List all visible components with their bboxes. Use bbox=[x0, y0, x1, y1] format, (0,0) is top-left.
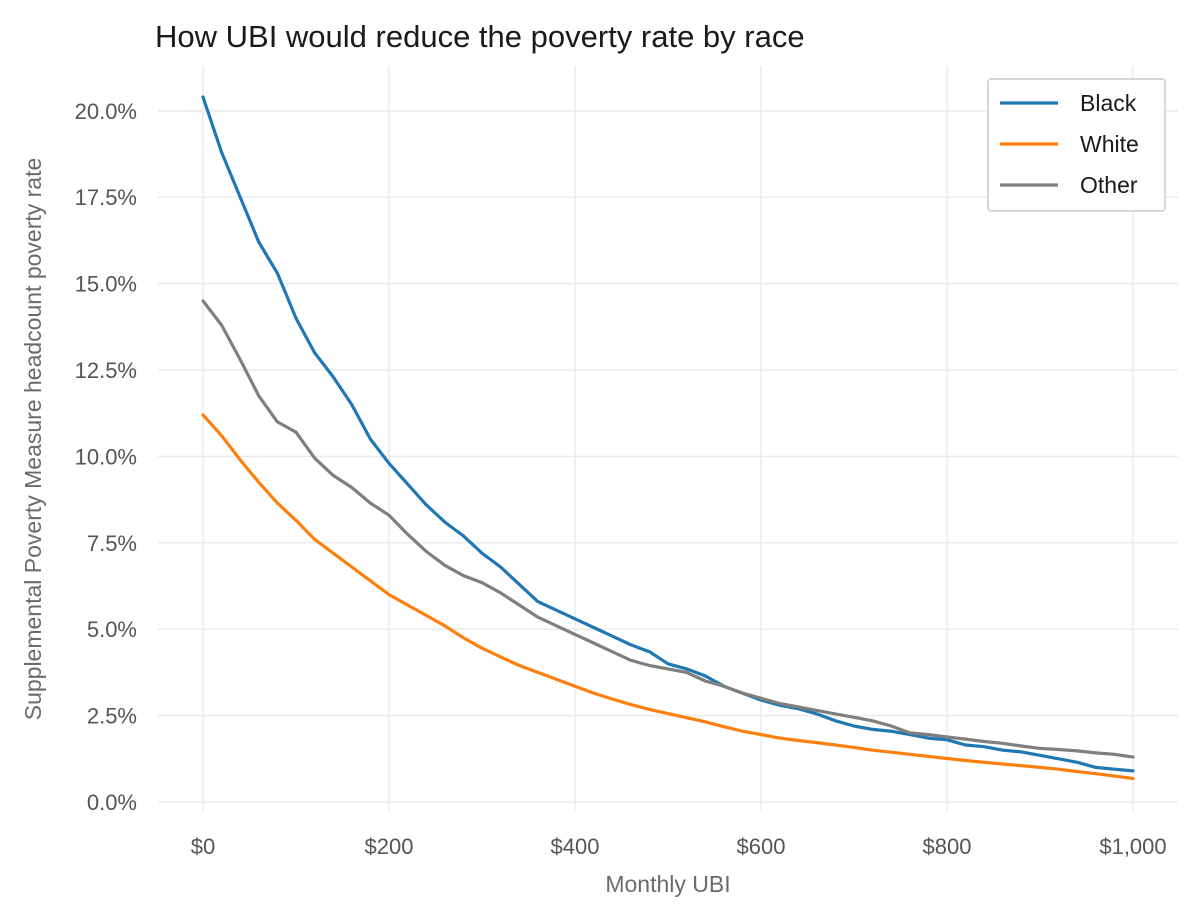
series-line-other bbox=[201, 299, 1135, 759]
legend-label: White bbox=[1080, 131, 1139, 157]
y-tick-label: 17.5% bbox=[75, 185, 137, 210]
chart-title: How UBI would reduce the poverty rate by… bbox=[155, 19, 805, 54]
y-tick-label: 7.5% bbox=[87, 531, 137, 556]
y-axis-ticks: 0.0% 2.5% 5.0% 7.5% 10.0% 12.5% 15.0% 17.5% 20.0… bbox=[75, 99, 137, 815]
x-axis-label: Monthly UBI bbox=[605, 871, 730, 897]
legend: Black White Other bbox=[987, 78, 1166, 212]
x-tick-label: $600 bbox=[737, 834, 786, 859]
x-tick-label: $0 bbox=[191, 834, 215, 859]
y-axis-label: Supplemental Poverty Measure headcount p… bbox=[20, 158, 46, 721]
y-tick-label: 20.0% bbox=[75, 99, 137, 124]
y-tick-label: 2.5% bbox=[87, 704, 137, 729]
y-tick-label: 5.0% bbox=[87, 617, 137, 642]
legend-label: Other bbox=[1080, 172, 1138, 198]
series-line-black bbox=[201, 95, 1135, 773]
x-tick-label: $1,000 bbox=[1099, 834, 1166, 859]
x-tick-label: $800 bbox=[923, 834, 972, 859]
y-tick-label: 12.5% bbox=[75, 358, 137, 383]
series-lines bbox=[201, 95, 1135, 781]
x-tick-label: $400 bbox=[551, 834, 600, 859]
y-tick-label: 15.0% bbox=[75, 272, 137, 297]
y-tick-label: 10.0% bbox=[75, 444, 137, 469]
legend-label: Black bbox=[1080, 90, 1137, 116]
series-line-white bbox=[201, 413, 1135, 781]
x-axis-ticks: $0 $200 $400 $600 $800 $1,000 bbox=[191, 834, 1167, 859]
y-tick-label: 0.0% bbox=[87, 790, 137, 815]
x-tick-label: $200 bbox=[365, 834, 414, 859]
legend-box bbox=[987, 78, 1166, 212]
